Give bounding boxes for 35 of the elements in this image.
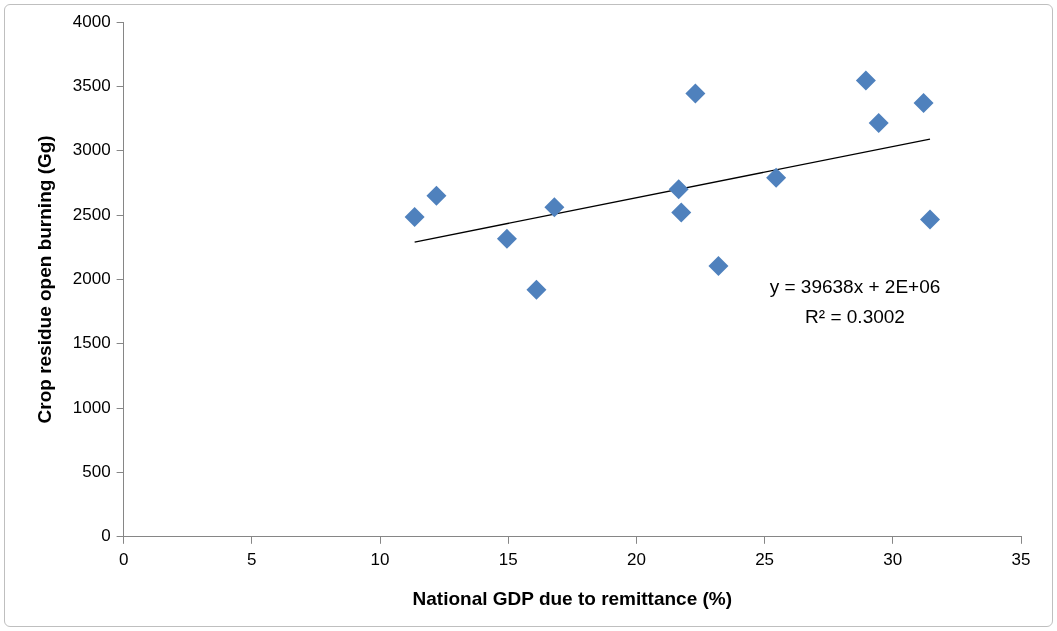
x-tick-label: 30	[883, 549, 903, 569]
point	[496, 228, 517, 249]
x-tick-label: 10	[370, 549, 390, 569]
y-tick-label: 2500	[72, 204, 111, 224]
x-tick-label: 15	[498, 549, 518, 569]
point	[526, 279, 547, 300]
x-tick-label: 25	[755, 549, 775, 569]
point	[868, 113, 889, 134]
x-tick-label: 35	[1011, 549, 1031, 569]
point	[685, 83, 706, 104]
x-tick-label: 0	[118, 549, 129, 569]
y-tick-label: 3500	[72, 76, 111, 96]
annotation: R² = 0.3002	[805, 306, 905, 328]
y-tick-label: 0	[101, 526, 111, 546]
point	[855, 70, 876, 91]
x-tick-label: 20	[626, 549, 646, 569]
y-tick-label: 1000	[72, 397, 111, 417]
point	[708, 255, 729, 276]
point	[544, 197, 565, 218]
y-tick-label: 1500	[72, 333, 111, 353]
point	[404, 206, 425, 227]
point	[913, 93, 934, 114]
annotation: y = 39638x + 2E+06	[769, 276, 941, 298]
x-tick-label: 5	[247, 549, 257, 569]
x-axis-title: National GDP due to remittance (%)	[412, 587, 733, 609]
y-tick-label: 2000	[72, 269, 111, 289]
point	[668, 179, 689, 200]
point	[919, 209, 940, 230]
y-tick-label: 3000	[72, 140, 111, 160]
point	[426, 185, 447, 206]
point	[671, 202, 692, 223]
point	[766, 167, 787, 188]
y-tick-label: 500	[82, 462, 111, 482]
y-tick-label: 4000	[72, 11, 111, 31]
y-axis-title: Crop residue open burning (Gg)	[33, 135, 55, 424]
